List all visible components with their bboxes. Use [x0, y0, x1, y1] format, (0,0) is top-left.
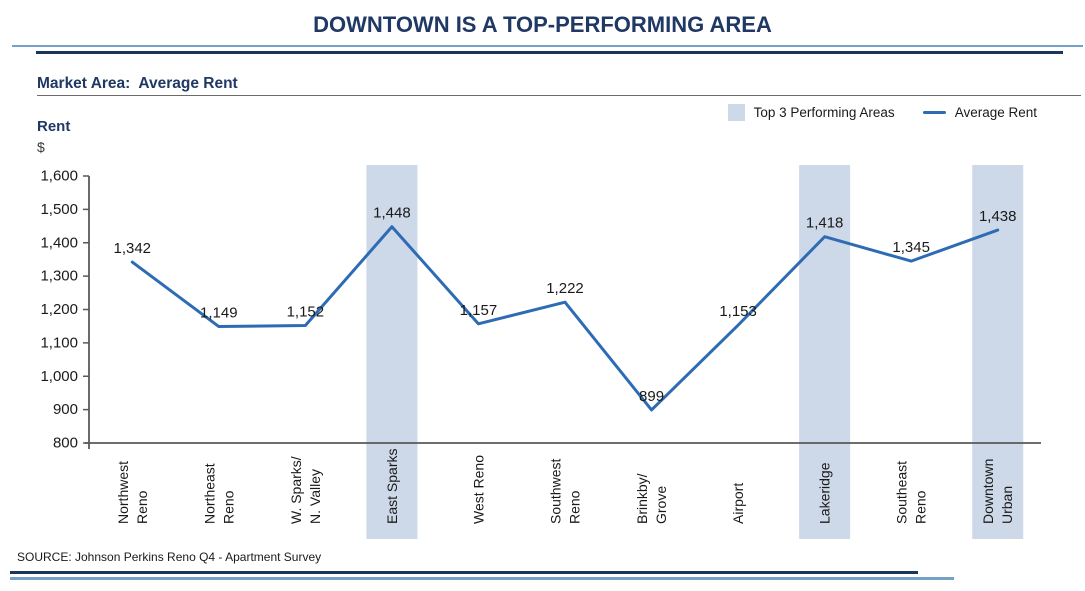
source-note: SOURCE: Johnson Perkins Reno Q4 - Apartm…: [17, 550, 322, 564]
x-category-label: Reno: [134, 490, 150, 524]
y-tick-label: 1,100: [40, 334, 78, 351]
legend-band-label: Top 3 Performing Areas: [753, 105, 895, 120]
chart-legend: Top 3 Performing Areas Average Rent: [727, 104, 1037, 121]
average-rent-line-icon: [922, 110, 946, 115]
bottom-rule-light: [10, 577, 954, 580]
x-category-label: Downtown: [980, 459, 996, 524]
y-axis-title: Rent: [37, 118, 71, 135]
x-category-label: Southwest: [548, 459, 564, 524]
y-tick-label: 900: [53, 401, 78, 418]
y-tick-label: 1,400: [40, 234, 78, 251]
page-title: DOWNTOWN IS A TOP-PERFORMING AREA: [313, 12, 772, 37]
x-category-label: Northwest: [115, 461, 131, 524]
heading-underline: [37, 95, 1081, 96]
x-category-label: Urban: [999, 486, 1015, 524]
top3-highlight-band: [972, 165, 1024, 539]
x-category-label: W. Sparks/: [288, 456, 304, 524]
y-axis-unit: $: [37, 139, 45, 155]
value-label: 1,153: [719, 303, 757, 320]
x-category-label: Northeast: [201, 463, 217, 524]
y-tick-label: 800: [53, 435, 78, 452]
legend-line-label: Average Rent: [954, 105, 1037, 120]
x-category-label: Lakeridge: [817, 462, 833, 524]
x-category-label: West Reno: [470, 455, 486, 524]
y-tick-label: 1,300: [40, 268, 78, 285]
x-category-label: Southeast: [894, 461, 910, 524]
value-label: 1,345: [892, 239, 930, 256]
y-tick-label: 1,600: [40, 168, 78, 185]
value-label: 1,157: [460, 302, 498, 319]
value-label: 1,222: [546, 280, 584, 297]
x-category-label: East Sparks: [384, 449, 400, 524]
top-rule-dark: [36, 51, 1063, 54]
x-category-label: Airport: [730, 483, 746, 524]
value-label: 899: [639, 388, 664, 405]
value-label: 1,448: [373, 205, 411, 222]
average-rent-line: [130, 225, 1000, 412]
rent-line-chart: 800 900 1,000 1,100 1,200 1,300 1,400 1,500 1,60…: [40, 165, 1041, 539]
x-category-label: Reno: [913, 490, 929, 524]
section-heading: Market Area: Average Rent: [37, 75, 238, 92]
y-tick-label: 1,000: [40, 368, 78, 385]
x-category-label: Grove: [653, 486, 669, 524]
value-label: 1,152: [287, 304, 325, 321]
x-category-label: Reno: [220, 490, 236, 524]
bottom-rule-dark: [10, 571, 918, 574]
top3-highlight-band: [799, 165, 851, 539]
y-tick-label: 1,500: [40, 201, 78, 218]
x-category-label: N. Valley: [307, 469, 323, 524]
value-label: 1,418: [806, 215, 844, 232]
value-label: 1,342: [113, 240, 151, 257]
x-category-label: Reno: [567, 490, 583, 524]
top3-band-swatch-icon: [727, 104, 745, 121]
value-label: 1,438: [979, 208, 1017, 225]
y-tick-label: 1,200: [40, 301, 78, 318]
value-label: 1,149: [200, 305, 238, 322]
x-category-label: Brinkby/: [634, 473, 650, 524]
top-rule-light: [12, 45, 1083, 47]
